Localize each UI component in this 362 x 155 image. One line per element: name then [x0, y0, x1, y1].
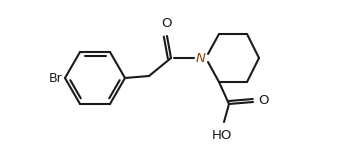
Text: O: O — [162, 17, 172, 30]
Text: N: N — [196, 51, 206, 64]
Text: HO: HO — [212, 129, 232, 142]
Text: Br: Br — [48, 71, 62, 84]
Text: O: O — [258, 95, 269, 108]
